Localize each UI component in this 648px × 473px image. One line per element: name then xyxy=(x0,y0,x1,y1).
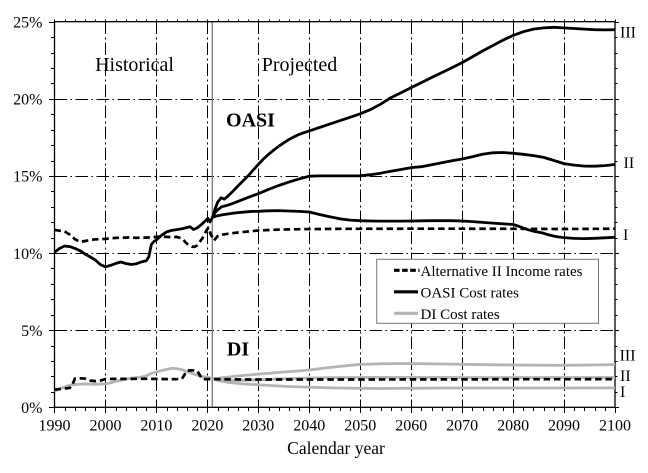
svg-text:5%: 5% xyxy=(21,323,42,340)
svg-text:0%: 0% xyxy=(21,400,42,417)
svg-text:II: II xyxy=(624,155,635,172)
svg-text:2000: 2000 xyxy=(90,418,122,435)
svg-text:Alternative II Income rates: Alternative II Income rates xyxy=(421,264,583,280)
svg-text:2090: 2090 xyxy=(548,418,580,435)
svg-text:I: I xyxy=(623,227,628,244)
svg-text:Calendar year: Calendar year xyxy=(287,438,385,458)
svg-text:II: II xyxy=(620,368,631,385)
svg-text:2080: 2080 xyxy=(497,418,529,435)
svg-text:2020: 2020 xyxy=(191,418,223,435)
svg-text:2040: 2040 xyxy=(293,418,325,435)
svg-text:15%: 15% xyxy=(13,169,42,186)
svg-text:OASI: OASI xyxy=(226,110,275,132)
svg-text:2060: 2060 xyxy=(395,418,427,435)
svg-text:2010: 2010 xyxy=(140,418,172,435)
svg-text:2050: 2050 xyxy=(344,418,376,435)
svg-text:2070: 2070 xyxy=(446,418,478,435)
svg-text:DI Cost rates: DI Cost rates xyxy=(421,307,500,323)
svg-text:2030: 2030 xyxy=(242,418,274,435)
svg-text:20%: 20% xyxy=(13,92,42,109)
svg-text:2100: 2100 xyxy=(599,418,631,435)
svg-text:OASI Cost rates: OASI Cost rates xyxy=(421,286,519,302)
svg-text:Projected: Projected xyxy=(262,54,338,76)
svg-text:Historical: Historical xyxy=(95,54,174,76)
svg-text:25%: 25% xyxy=(13,15,42,32)
svg-text:III: III xyxy=(620,25,636,42)
svg-text:10%: 10% xyxy=(13,246,42,263)
svg-text:III: III xyxy=(620,348,636,365)
svg-text:I: I xyxy=(620,384,625,401)
svg-text:1990: 1990 xyxy=(39,418,71,435)
svg-text:DI: DI xyxy=(227,339,249,361)
